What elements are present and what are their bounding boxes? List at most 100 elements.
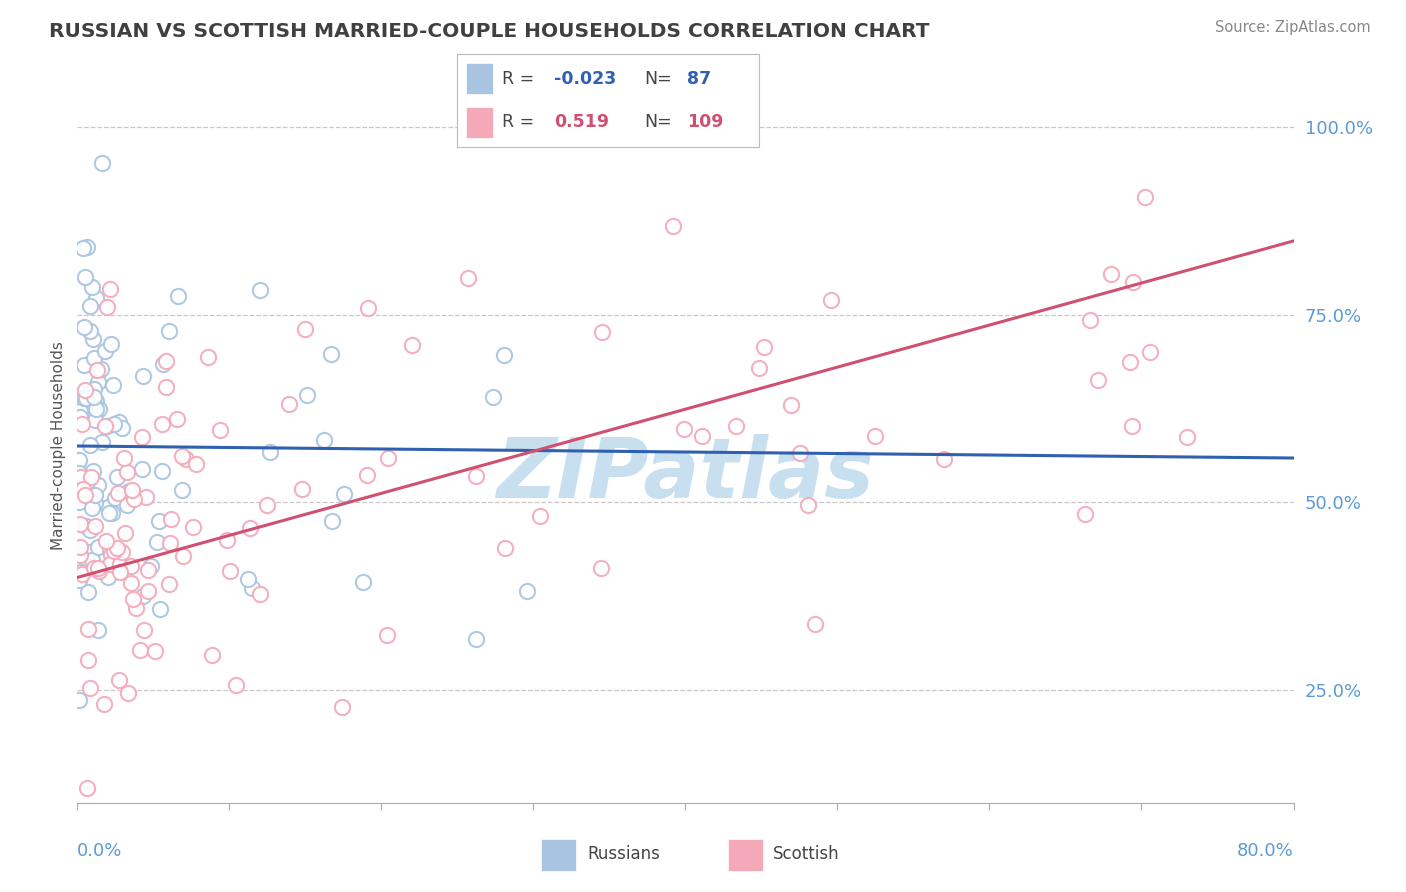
Text: R =: R = <box>502 113 534 131</box>
Point <box>1087 374 1109 388</box>
Point <box>67 453 90 467</box>
Point <box>129 643 152 657</box>
Point <box>181 520 204 534</box>
Point <box>69 409 91 424</box>
Point <box>797 498 820 512</box>
Point <box>143 643 166 657</box>
Point <box>166 411 188 425</box>
Point <box>934 451 956 466</box>
Point <box>96 418 118 433</box>
Point <box>155 354 177 368</box>
Point <box>73 383 96 397</box>
Point <box>724 419 747 434</box>
Point <box>820 293 842 308</box>
Point <box>135 490 157 504</box>
Point <box>124 492 146 507</box>
Point <box>70 417 93 431</box>
Point <box>218 564 240 578</box>
Point <box>72 567 94 582</box>
Point <box>87 401 110 416</box>
Point <box>319 347 342 361</box>
Point <box>86 561 108 575</box>
Text: 0.0%: 0.0% <box>77 842 122 860</box>
Point <box>101 378 124 392</box>
Point <box>111 545 134 559</box>
Point <box>115 498 138 512</box>
Point <box>494 541 516 556</box>
Point <box>148 514 170 528</box>
Point <box>779 398 801 412</box>
Point <box>77 544 100 558</box>
Point <box>67 573 90 587</box>
Point <box>75 519 97 533</box>
Point <box>72 240 94 254</box>
Point <box>377 450 399 465</box>
Point <box>160 512 183 526</box>
Point <box>84 496 107 510</box>
Point <box>225 678 247 692</box>
Point <box>112 450 135 465</box>
Point <box>98 542 121 557</box>
Point <box>314 433 336 447</box>
Point <box>72 391 94 405</box>
Point <box>152 357 174 371</box>
Point <box>865 429 887 443</box>
Point <box>131 430 153 444</box>
Point <box>98 282 121 296</box>
Text: ZIPatlas: ZIPatlas <box>496 434 875 515</box>
Point <box>96 300 118 314</box>
Point <box>83 487 105 501</box>
Point <box>77 652 100 666</box>
Point <box>93 698 115 712</box>
Point <box>77 623 100 637</box>
Point <box>83 412 105 426</box>
Point <box>804 617 827 632</box>
Point <box>73 488 96 502</box>
Point <box>82 553 104 567</box>
Point <box>149 602 172 616</box>
Point <box>591 325 613 339</box>
Point <box>321 514 343 528</box>
Point <box>249 587 271 601</box>
Point <box>295 388 318 402</box>
Point <box>1078 313 1101 327</box>
Point <box>1074 507 1097 521</box>
Point <box>150 417 173 432</box>
Point <box>76 240 98 254</box>
Point <box>332 487 354 501</box>
Point <box>67 693 90 707</box>
Point <box>103 417 125 431</box>
Point <box>184 457 207 471</box>
Point <box>73 269 96 284</box>
Point <box>94 344 117 359</box>
Point <box>152 464 174 478</box>
Point <box>132 369 155 384</box>
Point <box>67 466 90 480</box>
Point <box>1135 190 1157 204</box>
Point <box>690 429 713 443</box>
Point <box>375 628 398 642</box>
Point <box>516 584 538 599</box>
Point <box>1122 275 1144 289</box>
Point <box>103 544 125 558</box>
Point <box>84 401 107 416</box>
Point <box>100 548 122 562</box>
Text: 87: 87 <box>686 70 711 87</box>
Point <box>79 437 101 451</box>
Text: 80.0%: 80.0% <box>1237 842 1294 860</box>
Point <box>172 449 194 463</box>
Point <box>236 573 259 587</box>
Point <box>209 423 232 437</box>
Point <box>86 540 108 554</box>
Point <box>201 648 224 662</box>
Point <box>172 549 194 563</box>
Point <box>104 491 127 505</box>
Text: Source: ZipAtlas.com: Source: ZipAtlas.com <box>1215 20 1371 35</box>
Point <box>70 469 93 483</box>
Point <box>134 623 156 637</box>
Point <box>100 337 122 351</box>
Point <box>69 548 91 562</box>
Point <box>136 583 159 598</box>
Point <box>120 558 142 573</box>
Bar <box>465 63 494 94</box>
